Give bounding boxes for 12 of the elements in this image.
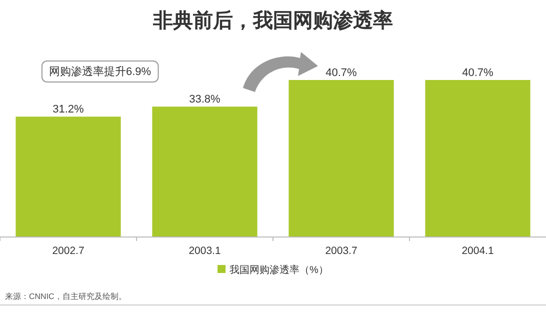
data-label: 33.8%	[189, 94, 221, 106]
x-tick-label: 2003.7	[325, 245, 358, 257]
data-label: 40.7%	[326, 67, 358, 79]
x-tick-label: 2004.1	[462, 245, 494, 257]
text: 网购渗透率提升6.9%	[48, 65, 152, 78]
source-note: 来源：CNNIC，自主研究及绘制。	[5, 292, 126, 301]
chart-title: 非典前后，我国网购渗透率	[152, 9, 393, 32]
data-label: 31.2%	[52, 104, 84, 116]
data-label: 40.7%	[462, 67, 494, 79]
x-tick-label: 2003.1	[188, 245, 221, 257]
legend-label: 我国网购渗透率（%）	[230, 264, 328, 276]
x-tick-label: 2002.7	[52, 245, 84, 257]
